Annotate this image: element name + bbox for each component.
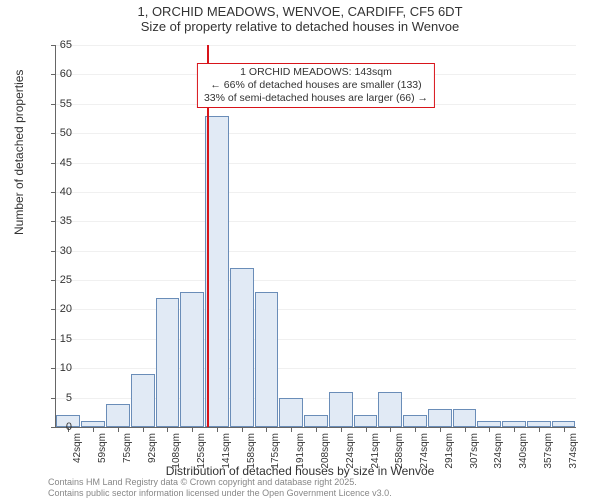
annotation-line-1: 1 ORCHID MEADOWS: 143sqm [204, 66, 428, 79]
bar [279, 398, 303, 427]
gridline [56, 368, 576, 369]
x-tick-mark [266, 427, 267, 432]
x-tick-mark [390, 427, 391, 432]
x-tick-mark [489, 427, 490, 432]
x-tick-mark [316, 427, 317, 432]
gridline [56, 251, 576, 252]
bar [156, 298, 180, 427]
annotation-line-3: 33% of semi-detached houses are larger (… [204, 92, 428, 105]
gridline [56, 45, 576, 46]
gridline [56, 280, 576, 281]
y-tick-label: 45 [32, 157, 72, 169]
bar [180, 292, 204, 427]
y-axis-label: Number of detached properties [12, 70, 26, 235]
x-tick-mark [242, 427, 243, 432]
y-tick-label: 30 [32, 245, 72, 257]
footer-line-2: Contains public sector information licen… [48, 488, 392, 498]
y-tick-label: 10 [32, 362, 72, 374]
gridline [56, 163, 576, 164]
x-tick-mark [465, 427, 466, 432]
x-tick-mark [366, 427, 367, 432]
chart-title: 1, ORCHID MEADOWS, WENVOE, CARDIFF, CF5 … [0, 4, 600, 34]
x-axis-label: Distribution of detached houses by size … [0, 464, 600, 478]
x-tick-mark [539, 427, 540, 432]
gridline [56, 221, 576, 222]
x-tick-mark [514, 427, 515, 432]
gridline [56, 192, 576, 193]
bar [230, 268, 254, 427]
x-tick-label: 291sqm [444, 433, 455, 488]
x-tick-mark [192, 427, 193, 432]
y-tick-label: 55 [32, 98, 72, 110]
x-tick-mark [118, 427, 119, 432]
y-tick-label: 20 [32, 303, 72, 315]
x-tick-mark [143, 427, 144, 432]
x-tick-mark [93, 427, 94, 432]
x-tick-mark [167, 427, 168, 432]
chart-container: 1, ORCHID MEADOWS, WENVOE, CARDIFF, CF5 … [0, 0, 600, 500]
bar [304, 415, 328, 427]
y-tick-label: 60 [32, 68, 72, 80]
title-line-1: 1, ORCHID MEADOWS, WENVOE, CARDIFF, CF5 … [0, 4, 600, 19]
x-tick-label: 357sqm [543, 433, 554, 488]
x-tick-label: 258sqm [394, 433, 405, 488]
x-tick-label: 307sqm [469, 433, 480, 488]
y-tick-label: 40 [32, 186, 72, 198]
x-tick-mark [341, 427, 342, 432]
x-tick-mark [440, 427, 441, 432]
bar [378, 392, 402, 427]
x-tick-mark [564, 427, 565, 432]
x-tick-mark [415, 427, 416, 432]
footer-attribution: Contains HM Land Registry data © Crown c… [48, 477, 392, 498]
bar [131, 374, 155, 427]
bar [106, 404, 130, 428]
bar [453, 409, 477, 427]
y-tick-label: 35 [32, 215, 72, 227]
bar [428, 409, 452, 427]
x-tick-label: 374sqm [568, 433, 579, 488]
plot-area: 42sqm59sqm75sqm92sqm108sqm125sqm141sqm15… [55, 45, 576, 428]
bar [255, 292, 279, 427]
x-tick-mark [291, 427, 292, 432]
gridline [56, 309, 576, 310]
bar [354, 415, 378, 427]
title-line-2: Size of property relative to detached ho… [0, 19, 600, 34]
bar [329, 392, 353, 427]
y-tick-label: 5 [32, 392, 72, 404]
x-tick-label: 274sqm [419, 433, 430, 488]
x-tick-label: 340sqm [518, 433, 529, 488]
x-tick-label: 324sqm [493, 433, 504, 488]
footer-line-1: Contains HM Land Registry data © Crown c… [48, 477, 392, 487]
y-tick-label: 65 [32, 39, 72, 51]
x-tick-mark [217, 427, 218, 432]
annotation-line-2: ← 66% of detached houses are smaller (13… [204, 79, 428, 92]
y-tick-label: 0 [32, 421, 72, 433]
y-tick-label: 50 [32, 127, 72, 139]
gridline [56, 133, 576, 134]
gridline [56, 339, 576, 340]
y-tick-label: 15 [32, 333, 72, 345]
annotation-box: 1 ORCHID MEADOWS: 143sqm ← 66% of detach… [197, 63, 435, 108]
bar [403, 415, 427, 427]
y-tick-label: 25 [32, 274, 72, 286]
